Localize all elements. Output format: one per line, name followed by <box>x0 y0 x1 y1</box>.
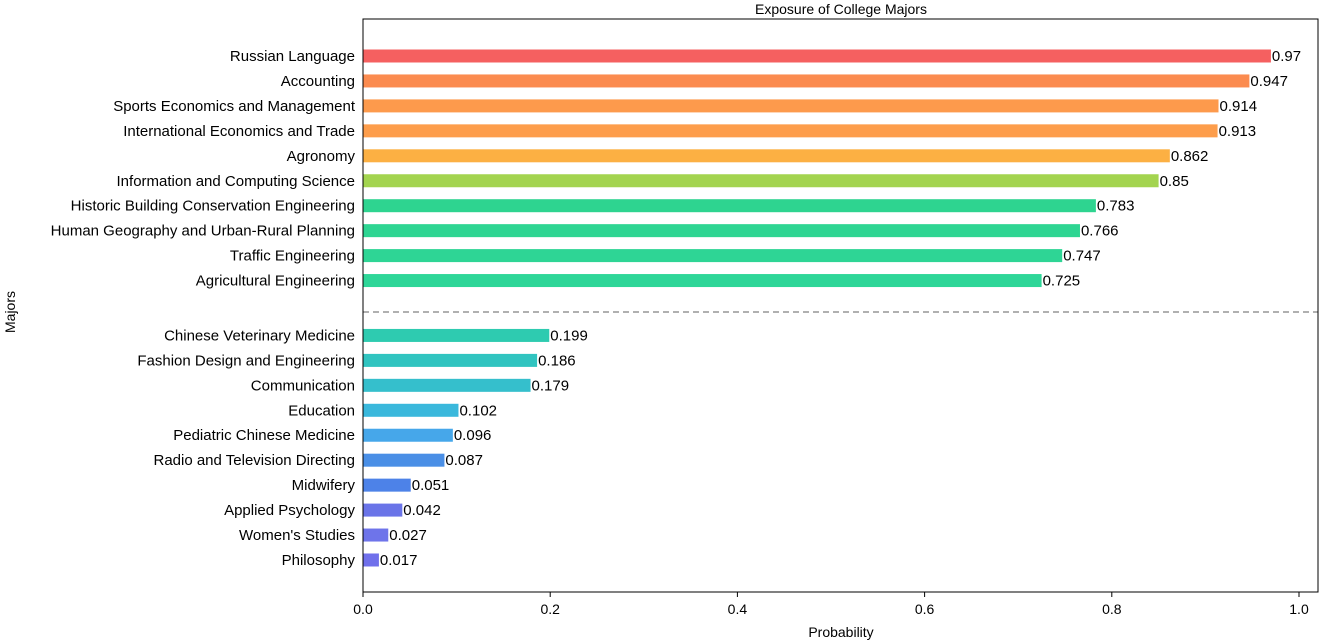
data-label: 0.914 <box>1220 98 1258 115</box>
bars-layer: Russian Language 0.97 Accounting 0.947 Sport… <box>51 48 1301 569</box>
data-label: 0.042 <box>403 502 441 519</box>
category-label: Historic Building Conservation Engineeri… <box>71 198 355 215</box>
x-tick-label: 1.0 <box>1289 601 1309 617</box>
category-label: Pediatric Chinese Medicine <box>173 427 355 444</box>
category-label: Accounting <box>281 73 355 90</box>
bar <box>363 378 531 392</box>
data-label: 0.747 <box>1063 248 1101 265</box>
x-tick-label: 0.6 <box>915 601 935 617</box>
data-label: 0.783 <box>1097 198 1135 215</box>
bar <box>363 503 403 517</box>
x-axis-ticks: 0.0 0.2 0.4 0.6 0.8 1.0 <box>353 592 1309 617</box>
category-label: Russian Language <box>230 48 355 65</box>
x-tick-label: 0.0 <box>353 601 373 617</box>
data-label: 0.199 <box>550 327 588 344</box>
data-label: 0.027 <box>389 527 427 544</box>
bar <box>363 49 1271 63</box>
data-label: 0.913 <box>1219 123 1257 140</box>
category-label: Applied Psychology <box>224 502 355 519</box>
bar <box>363 249 1063 263</box>
category-label: Agronomy <box>287 148 356 165</box>
data-label: 0.862 <box>1171 148 1209 165</box>
bar <box>363 403 459 417</box>
category-label: Agricultural Engineering <box>196 273 355 290</box>
bar <box>363 224 1080 238</box>
category-label: Philosophy <box>282 552 356 569</box>
data-label: 0.096 <box>454 427 492 444</box>
bar <box>363 124 1218 138</box>
bar <box>363 528 389 542</box>
data-label: 0.85 <box>1160 173 1189 190</box>
bar <box>363 274 1042 288</box>
y-axis-label: Majors <box>2 291 18 333</box>
bar <box>363 174 1159 188</box>
data-label: 0.102 <box>459 402 497 419</box>
category-label: Radio and Television Directing <box>153 452 355 469</box>
category-label: Education <box>288 402 355 419</box>
bar <box>363 199 1096 213</box>
data-label: 0.179 <box>532 377 570 394</box>
category-label: Women's Studies <box>239 527 355 544</box>
bar <box>363 553 379 567</box>
category-label: Fashion Design and Engineering <box>137 352 355 369</box>
bar <box>363 453 445 467</box>
data-label: 0.947 <box>1250 73 1288 90</box>
category-label: International Economics and Trade <box>123 123 355 140</box>
bar <box>363 353 538 367</box>
category-label: Chinese Veterinary Medicine <box>164 327 355 344</box>
bar <box>363 149 1170 163</box>
x-tick-label: 0.4 <box>728 601 748 617</box>
data-label: 0.186 <box>538 352 576 369</box>
data-label: 0.051 <box>412 477 450 494</box>
category-label: Sports Economics and Management <box>113 98 356 115</box>
data-label: 0.017 <box>380 552 418 569</box>
category-label: Midwifery <box>292 477 356 494</box>
x-axis-label: Probability <box>808 624 873 640</box>
x-tick-label: 0.2 <box>540 601 560 617</box>
data-label: 0.725 <box>1043 273 1081 290</box>
data-label: 0.766 <box>1081 223 1119 240</box>
category-label: Information and Computing Science <box>117 173 355 190</box>
chart-title: Exposure of College Majors <box>755 1 927 17</box>
x-tick-label: 0.8 <box>1102 601 1122 617</box>
bar <box>363 328 550 342</box>
data-label: 0.087 <box>445 452 483 469</box>
plot-frame <box>362 18 1319 593</box>
bar <box>363 478 411 492</box>
category-label: Communication <box>251 377 355 394</box>
bar <box>363 99 1219 113</box>
bar <box>363 74 1250 88</box>
category-label: Human Geography and Urban-Rural Planning <box>51 223 355 240</box>
category-label: Traffic Engineering <box>230 248 355 265</box>
data-label: 0.97 <box>1272 48 1301 65</box>
bar <box>363 428 453 442</box>
